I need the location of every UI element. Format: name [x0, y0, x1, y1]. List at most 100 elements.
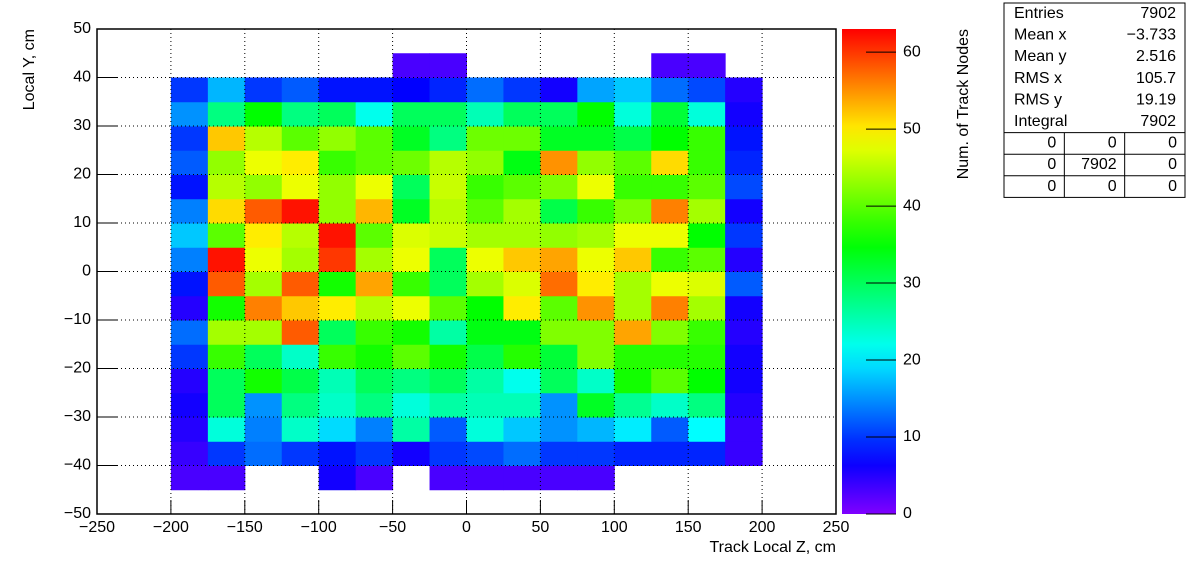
cell: [651, 198, 689, 224]
stats-value: 7902: [1140, 5, 1176, 22]
cell: [725, 247, 763, 272]
cell: [725, 53, 762, 78]
cell: [355, 174, 394, 200]
cell: [207, 77, 246, 103]
cell: [392, 295, 431, 321]
cell: [688, 198, 726, 224]
cell: [318, 368, 357, 394]
z-tick-label: 40: [903, 197, 921, 214]
cell: [318, 465, 357, 491]
cell: [466, 392, 504, 418]
y-tick-label: 20: [73, 166, 91, 183]
cell: [355, 271, 394, 297]
stats-value: 105.7: [1136, 70, 1176, 87]
cell: [725, 466, 762, 491]
stats-cell: 0: [1168, 156, 1177, 173]
cell: [281, 150, 320, 175]
cell: [244, 150, 283, 175]
stats-value: −3.733: [1127, 27, 1176, 44]
cell: [318, 320, 357, 345]
stats-cell: 7902: [1081, 156, 1117, 173]
cell: [577, 392, 615, 418]
cell: [688, 417, 726, 442]
stats-value: 7902: [1140, 113, 1176, 130]
cell: [208, 53, 245, 78]
cell: [281, 247, 320, 272]
cell: [503, 295, 541, 321]
cell: [688, 271, 726, 297]
cell: [577, 126, 615, 151]
cell: [503, 53, 540, 78]
cell: [688, 295, 726, 321]
cell: [651, 320, 689, 345]
y-tick-label: 0: [82, 263, 91, 280]
cell: [614, 344, 652, 369]
cell: [281, 198, 320, 224]
cells: [170, 53, 763, 491]
cell: [577, 174, 615, 200]
cell: [429, 417, 467, 442]
cell: [429, 271, 467, 297]
cell: [466, 441, 504, 466]
cell: [281, 320, 320, 345]
cell: [651, 174, 689, 200]
cell: [540, 174, 578, 200]
cell: [170, 320, 209, 345]
cell: [429, 126, 467, 151]
cell: [503, 174, 541, 200]
cell: [503, 223, 541, 248]
cell: [429, 223, 467, 248]
cell: [466, 320, 504, 345]
cell: [170, 271, 209, 297]
stats-value: 2.516: [1136, 48, 1176, 65]
stats-box: Entries 7902 Mean x −3.733 Mean y 2.516 RMS x 1…: [1003, 2, 1186, 198]
cell: [651, 150, 689, 175]
y-tick-label: −50: [64, 505, 91, 522]
stats-label: Integral: [1014, 113, 1067, 130]
x-tick-label: 250: [823, 519, 850, 536]
cell: [614, 320, 652, 345]
x-tick-label: −100: [301, 519, 337, 536]
cell: [319, 53, 356, 78]
cell: [429, 392, 467, 418]
cell: [392, 53, 431, 78]
cell: [207, 198, 246, 224]
cell: [207, 150, 246, 175]
cell: [170, 344, 209, 369]
cell: [725, 392, 763, 418]
cell: [392, 392, 431, 418]
cell: [392, 77, 431, 103]
cell: [207, 417, 246, 442]
cell: [170, 441, 209, 466]
cell: [577, 417, 615, 442]
cell: [392, 126, 431, 151]
cell: [318, 344, 357, 369]
cell: [688, 101, 726, 127]
cell: [244, 320, 283, 345]
cell: [688, 392, 726, 418]
cell: [725, 368, 763, 394]
cell: [503, 344, 541, 369]
cell: [725, 271, 763, 297]
cell: [688, 466, 725, 491]
stats-frame: [1003, 2, 1186, 198]
cell: [244, 126, 283, 151]
cell: [244, 223, 283, 248]
cell: [503, 392, 541, 418]
cell: [392, 247, 431, 272]
cell: [244, 77, 283, 103]
cell: [614, 126, 652, 151]
stats-cell: 0: [1047, 135, 1056, 152]
cell: [651, 126, 689, 151]
cell: [688, 77, 726, 103]
cell: [318, 417, 357, 442]
cell: [281, 174, 320, 200]
cell: [614, 101, 652, 127]
axes: −250 −200 −150 −100 −50 0 50 100 150 200 250−50−40…: [64, 20, 850, 536]
y-axis-title: Local Y, cm: [21, 29, 38, 110]
cell: [355, 465, 394, 491]
z-tick-label: 50: [903, 120, 921, 137]
cell: [170, 417, 209, 442]
z-tick-label: 20: [903, 351, 921, 368]
